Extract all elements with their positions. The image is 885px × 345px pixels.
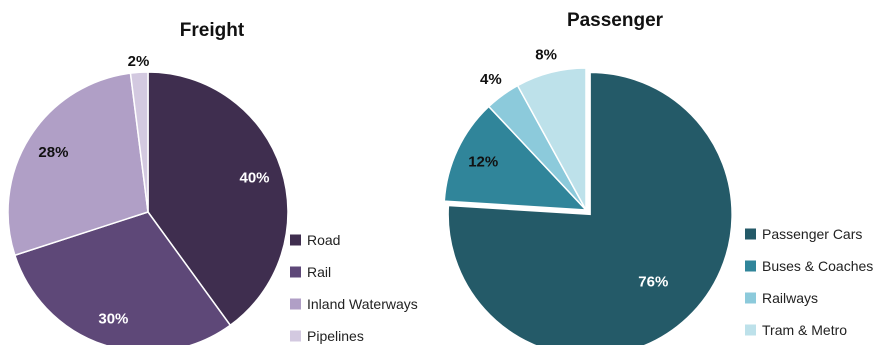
freight-legend: Road Rail Inland Waterways Pipelines xyxy=(290,232,418,344)
freight-slice-rail xyxy=(13,211,232,345)
freight-slice-inland-waterways xyxy=(7,72,149,257)
passenger-slices xyxy=(443,67,733,345)
freight-legend-swatch-pipelines xyxy=(290,330,301,342)
freight-chart-title: Freight xyxy=(180,20,245,41)
freight-label-inland-waterways: 28% xyxy=(38,144,68,161)
freight-data-labels: 40% 30% 28% 2% xyxy=(38,53,269,327)
freight-legend-swatch-inland-waterways xyxy=(290,298,301,310)
passenger-slice-tram-and-metro xyxy=(516,67,587,211)
passenger-legend-swatch-passenger-cars xyxy=(745,228,756,240)
passenger-legend-label-railways: Railways xyxy=(762,290,818,306)
passenger-legend-swatch-railways xyxy=(745,292,756,304)
freight-slice-pipelines xyxy=(129,71,149,213)
passenger-legend: Passenger Cars Buses & Coaches Railways Tra… xyxy=(745,226,873,338)
freight-legend-swatch-rail xyxy=(290,266,301,278)
freight-legend-label-pipelines: Pipelines xyxy=(307,328,364,344)
passenger-label-buses-and-coaches: 12% xyxy=(468,154,498,171)
passenger-label-tram-and-metro: 8% xyxy=(535,47,557,64)
passenger-legend-swatch-tram-and-metro xyxy=(745,324,756,336)
passenger-legend-label-buses-and-coaches: Buses & Coaches xyxy=(762,258,873,274)
passenger-legend-swatch-buses-and-coaches xyxy=(745,260,756,272)
passenger-chart-title: Passenger xyxy=(567,10,664,31)
passenger-legend-label-passenger-cars: Passenger Cars xyxy=(762,226,862,242)
passenger-data-labels: 76% 12% 4% 8% xyxy=(468,47,668,291)
freight-slices xyxy=(7,71,289,345)
freight-label-road: 40% xyxy=(240,169,270,186)
passenger-label-passenger-cars: 76% xyxy=(638,274,668,291)
passenger-label-railways: 4% xyxy=(480,71,502,88)
passenger-slice-buses-and-coaches xyxy=(443,105,588,211)
freight-legend-swatch-road xyxy=(290,234,301,246)
freight-legend-label-rail: Rail xyxy=(307,264,331,280)
passenger-slice-passenger-cars xyxy=(447,71,733,345)
freight-slice-road xyxy=(147,71,289,327)
freight-legend-label-inland-waterways: Inland Waterways xyxy=(307,296,418,312)
freight-label-rail: 30% xyxy=(98,311,128,328)
freight-label-pipelines: 2% xyxy=(128,53,150,70)
freight-chart: Freight 40% 30% 28% 2% Road Rail Inland Water… xyxy=(7,20,418,345)
passenger-chart: Passenger 76% 12% 4% 8% Passenger Cars Buses… xyxy=(443,10,873,345)
freight-legend-label-road: Road xyxy=(307,232,340,248)
passenger-legend-label-tram-and-metro: Tram & Metro xyxy=(762,322,847,338)
